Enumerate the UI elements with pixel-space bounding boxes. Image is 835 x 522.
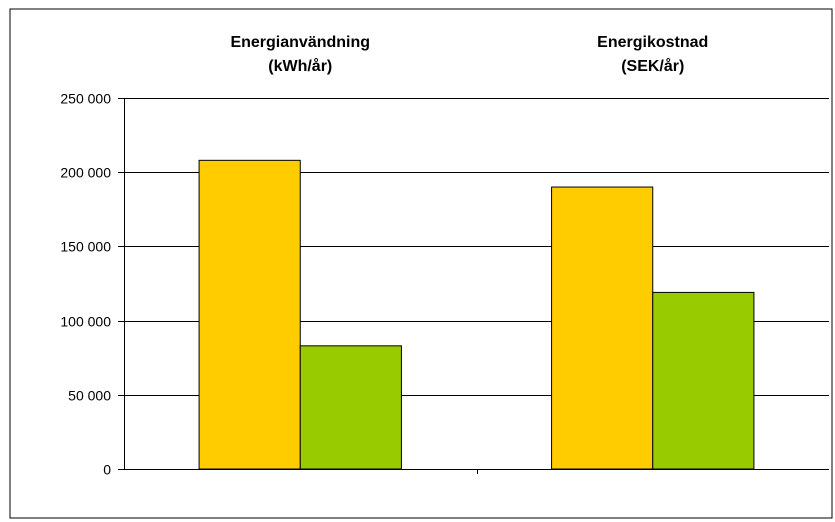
bar-1-1	[198, 159, 301, 470]
axes	[118, 98, 829, 474]
bar-2-2	[652, 291, 755, 470]
y-tick-label: 150 000	[60, 239, 111, 255]
category-header-line: (kWh/år)	[268, 57, 332, 75]
y-tick-label: 200 000	[60, 165, 111, 181]
category-header-line: (SEK/år)	[621, 57, 684, 75]
y-tick-label: 250 000	[60, 91, 111, 107]
bar-2-1	[551, 186, 654, 470]
bar-1-2	[299, 345, 402, 470]
y-tick-label: 0	[103, 462, 111, 478]
y-tick-label: 100 000	[60, 314, 111, 330]
category-header-line: Energikostnad	[597, 34, 708, 51]
category-header-line: Energianvändning	[230, 34, 370, 51]
y-tick-label: 50 000	[68, 388, 111, 404]
bars	[198, 159, 755, 470]
category-headers: Energianvändning (kWh/år) Energikostnad (SE…	[230, 34, 708, 75]
y-tick-labels: 0 50 000 100 000 150 000 200 000 250 000	[60, 91, 111, 478]
